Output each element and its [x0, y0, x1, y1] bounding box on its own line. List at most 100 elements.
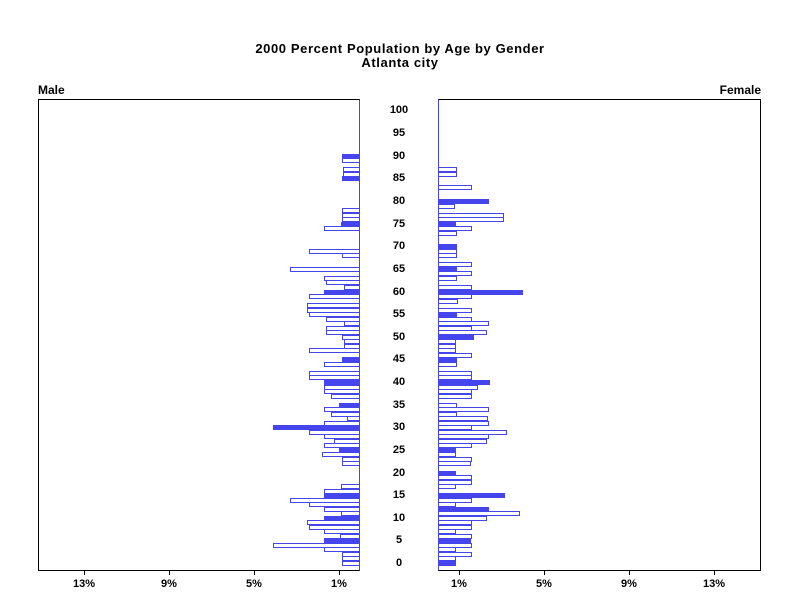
female-pct-tick-1% [459, 571, 460, 575]
age-axis-label-70: 70 [392, 240, 406, 252]
female-bar-age-77 [438, 213, 504, 218]
male-bar-age-78 [342, 208, 360, 213]
female-bar-age-12 [438, 507, 489, 512]
female-bar-age-8 [438, 525, 472, 530]
female-bar-age-65 [438, 267, 457, 272]
female-bar-age-61 [438, 285, 472, 290]
female-pct-tick-13% [714, 571, 715, 575]
male-bar-age-0 [342, 561, 360, 566]
male-bar-age-65 [290, 267, 360, 272]
female-bar-age-44 [438, 362, 457, 367]
female-pct-tick-label-9%: 9% [621, 578, 637, 590]
male-bar-age-35 [339, 403, 360, 408]
female-pct-tick-9% [629, 571, 630, 575]
age-axis-label-75: 75 [392, 218, 406, 230]
female-bar-age-56 [438, 308, 472, 313]
female-bar-age-87 [438, 167, 457, 172]
female-bar-age-63 [438, 276, 457, 281]
female-bar-age-23 [438, 457, 472, 462]
age-axis-label-20: 20 [392, 467, 406, 479]
age-axis-label-10: 10 [392, 512, 406, 524]
female-bar-age-46 [438, 353, 472, 358]
female-bar-age-39 [438, 385, 478, 390]
male-bar-age-16 [324, 489, 360, 494]
male-bar-age-25 [339, 448, 360, 453]
male-bar-age-47 [309, 348, 360, 353]
male-pct-tick-13% [84, 571, 85, 575]
age-axis-label-45: 45 [392, 353, 406, 365]
female-bar-age-54 [438, 317, 472, 322]
male-pct-tick-label-1%: 1% [331, 578, 347, 590]
female-bar-age-70 [438, 244, 457, 249]
female-bar-age-14 [438, 498, 472, 503]
male-bar-age-44 [324, 362, 360, 367]
male-bar-age-8 [309, 525, 360, 530]
male-bar-age-29 [309, 430, 360, 435]
male-bar-age-56 [307, 308, 360, 313]
male-bar-age-57 [307, 303, 360, 308]
female-bar-age-18 [438, 480, 472, 485]
female-bar-age-48 [438, 344, 456, 349]
female-pct-tick-label-13%: 13% [702, 578, 726, 590]
male-bar-age-31 [324, 421, 360, 426]
female-bar-age-27 [438, 439, 487, 444]
male-bar-age-75 [341, 222, 360, 227]
age-axis-label-80: 80 [392, 195, 406, 207]
male-pct-tick-1% [339, 571, 340, 575]
female-panel-label: Female [719, 83, 761, 97]
age-axis-label-100: 100 [389, 104, 409, 116]
male-bar-age-6 [340, 534, 360, 539]
male-bar-age-50 [342, 335, 360, 340]
age-axis-label-35: 35 [392, 399, 406, 411]
male-bar-age-27 [334, 439, 360, 444]
male-bar-age-14 [290, 498, 360, 503]
female-bar-age-80 [438, 199, 489, 204]
female-bar-age-15 [438, 493, 505, 498]
age-axis-label-85: 85 [392, 172, 406, 184]
female-bar-age-50 [438, 335, 474, 340]
chart-subtitle: Atlanta city [361, 55, 439, 70]
age-axis-label-60: 60 [392, 286, 406, 298]
female-bar-age-73 [438, 231, 457, 236]
female-bar-age-20 [438, 471, 456, 476]
male-pct-tick-5% [254, 571, 255, 575]
male-bar-age-86 [343, 172, 360, 177]
female-bar-age-33 [438, 412, 457, 417]
age-axis-label-95: 95 [392, 127, 406, 139]
male-bar-age-60 [324, 290, 360, 295]
male-bar-age-63 [324, 276, 360, 281]
male-bar-age-39 [324, 385, 360, 390]
male-bar-age-45 [342, 357, 360, 362]
male-bar-age-77 [342, 213, 360, 218]
female-bar-age-10 [438, 516, 487, 521]
female-bar-age-0 [438, 561, 456, 566]
age-axis-label-90: 90 [392, 150, 406, 162]
male-pct-tick-label-13%: 13% [72, 578, 96, 590]
female-bar-age-75 [438, 222, 456, 227]
male-bar-age-48 [344, 344, 360, 349]
female-bar-age-32 [438, 416, 488, 421]
female-pct-tick-label-5%: 5% [536, 578, 552, 590]
male-panel-label: Male [38, 83, 65, 97]
male-bar-age-23 [342, 457, 360, 462]
age-axis-label-0: 0 [395, 557, 403, 569]
male-bar-age-2 [342, 552, 360, 557]
male-bar-age-12 [324, 507, 360, 512]
male-bar-age-87 [343, 167, 360, 172]
male-bar-age-61 [344, 285, 360, 290]
female-bar-age-40 [438, 380, 490, 385]
age-axis-label-30: 30 [392, 421, 406, 433]
age-axis-label-65: 65 [392, 263, 406, 275]
female-bar-age-60 [438, 290, 523, 295]
male-bar-age-33 [331, 412, 360, 417]
male-pct-tick-label-9%: 9% [161, 578, 177, 590]
male-bar-age-69 [309, 249, 360, 254]
female-pct-tick-label-1%: 1% [451, 578, 467, 590]
male-bar-age-90 [342, 154, 360, 159]
male-bar-age-40 [324, 380, 360, 385]
male-bar-age-42 [309, 371, 360, 376]
female-bar-age-86 [438, 172, 457, 177]
female-bar-age-25 [438, 448, 456, 453]
female-bar-age-37 [438, 394, 472, 399]
